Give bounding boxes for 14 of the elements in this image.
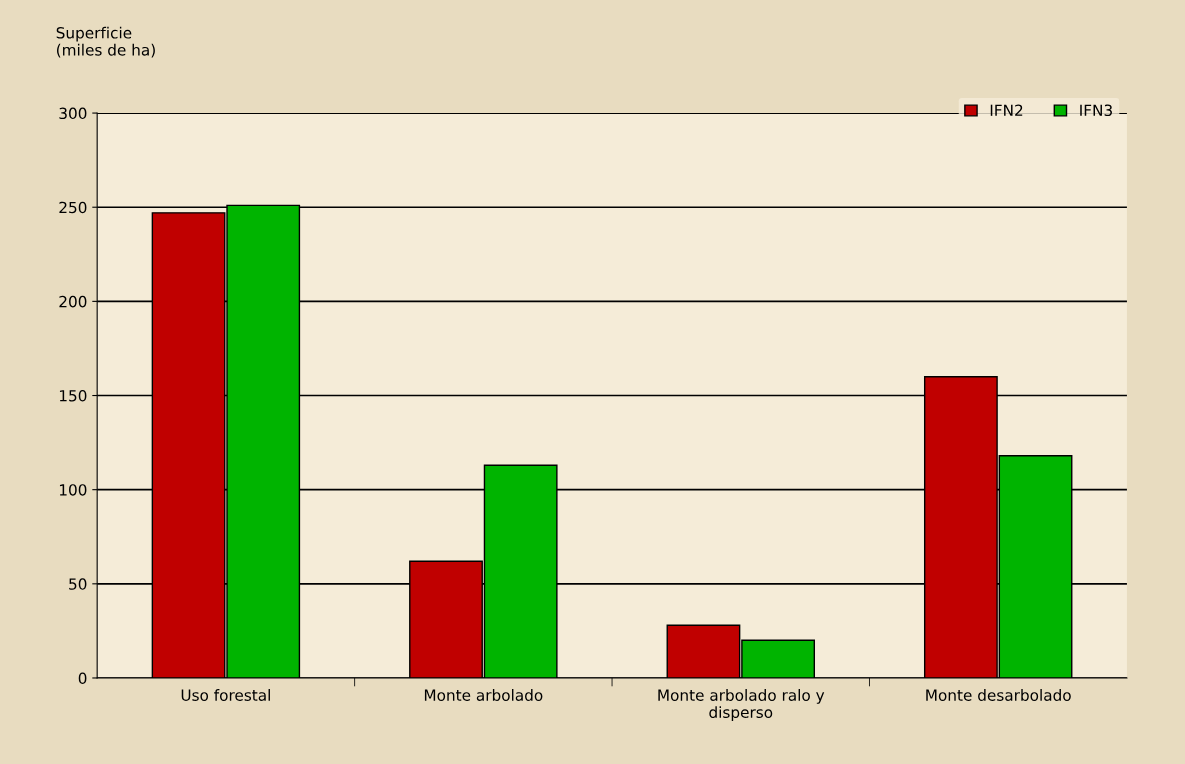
y-tick-label: 250 bbox=[59, 201, 87, 214]
x-tick-label: Monte arbolado bbox=[424, 689, 543, 701]
legend-label: IFN2 bbox=[990, 104, 1023, 116]
y-tick-label: 0 bbox=[78, 672, 87, 684]
y-tick-label: 50 bbox=[69, 578, 87, 590]
y-tick-label: 200 bbox=[59, 295, 87, 308]
y-tick-label: 150 bbox=[59, 389, 87, 402]
x-tick-label: Monte desarbolado bbox=[926, 689, 1071, 701]
y-axis-title: Superficie (miles de ha) bbox=[56, 26, 155, 58]
y-tick-label: 100 bbox=[59, 484, 87, 496]
x-tick-label: Monte arbolado ralo y disperso bbox=[658, 689, 825, 721]
legend-label: IFN3 bbox=[1080, 104, 1112, 117]
x-tick-label: Uso forestal bbox=[181, 689, 270, 701]
y-tick-label: 300 bbox=[59, 107, 87, 120]
